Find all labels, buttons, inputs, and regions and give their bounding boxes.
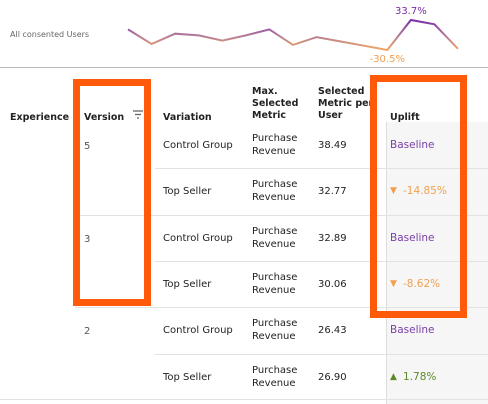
metric: Purchase Revenue — [252, 133, 298, 157]
metric: Purchase Revenue — [252, 364, 298, 389]
sparkline-value-label: -30.5% — [370, 54, 405, 65]
variation: Control Group — [163, 140, 233, 151]
column-header: Experience — [10, 112, 70, 123]
row-divider — [155, 353, 488, 355]
row-divider — [155, 260, 488, 262]
uplift: Baseline — [390, 231, 435, 244]
metric-value: 26.90 — [318, 371, 347, 383]
column-header: Max. Selected Metric — [252, 86, 299, 121]
version: 3 — [84, 233, 91, 245]
row-divider — [0, 398, 488, 400]
sparkline: All consented Users -30.5% 33.7% — [10, 6, 459, 65]
metric: Purchase Revenue — [252, 271, 298, 296]
trend-icon: ▲ — [390, 371, 397, 382]
uplift: 1.78% — [403, 370, 437, 383]
variation: Control Group — [163, 232, 233, 244]
trend-icon: ▼ — [390, 186, 397, 197]
row-divider — [75, 307, 488, 309]
variation: Control Group — [163, 325, 233, 337]
highlight-box — [370, 75, 467, 318]
trend-icon: ▼ — [390, 278, 397, 289]
metric-value: 38.49 — [318, 140, 347, 151]
uplift: Baseline — [390, 139, 435, 151]
metric-value: 32.89 — [318, 232, 347, 244]
column-header: Uplift — [390, 112, 420, 123]
sparkline-label: All consented Users — [10, 30, 89, 39]
variation: Top Seller — [163, 371, 212, 383]
divider — [0, 67, 488, 68]
uplift: -8.62% — [403, 277, 441, 290]
version: 2 — [84, 326, 91, 338]
column-header: Version — [84, 112, 125, 123]
version: 5 — [84, 141, 91, 152]
row-divider — [75, 214, 488, 216]
metric-value: 32.77 — [318, 186, 347, 198]
sparkline-line — [127, 18, 459, 52]
metric-value: 26.43 — [318, 325, 347, 337]
highlight-box — [73, 79, 151, 306]
sparkline-value-label: 33.7% — [395, 6, 427, 17]
uplift: -14.85% — [403, 185, 447, 198]
row-divider — [155, 168, 488, 170]
metric: Purchase Revenue — [252, 179, 298, 204]
metric: Purchase Revenue — [252, 318, 298, 343]
variation: Top Seller — [163, 278, 212, 290]
variation: Top Seller — [163, 186, 212, 198]
metric: Purchase Revenue — [252, 225, 298, 250]
uplift: Baseline — [390, 324, 435, 337]
column-header: Variation — [163, 112, 212, 123]
column-header: Selected Metric per User — [318, 86, 374, 121]
sort-icon[interactable] — [133, 110, 143, 120]
metric-value: 30.06 — [318, 278, 347, 290]
